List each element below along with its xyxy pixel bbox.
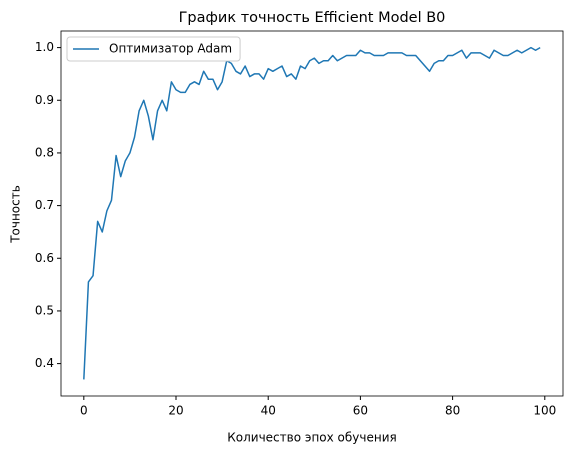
y-tick-label: 0.5 — [35, 303, 54, 317]
y-tick-label: 1.0 — [35, 40, 54, 54]
x-tick-label: 60 — [353, 404, 368, 418]
x-tick-label: 0 — [80, 404, 88, 418]
chart-title: График точность Efficient Model B0 — [179, 10, 446, 26]
legend-label: Оптимизатор Adam — [109, 42, 232, 56]
x-tick-label: 20 — [168, 404, 183, 418]
x-tick-label: 40 — [261, 404, 276, 418]
x-tick-label: 100 — [533, 404, 556, 418]
legend-box — [66, 36, 241, 62]
x-axis-label: Количество эпох обучения — [227, 431, 397, 445]
y-tick-label: 0.4 — [35, 356, 54, 370]
y-axis-label: Точность — [9, 185, 23, 244]
data-line — [83, 46, 541, 380]
y-tick-label: 0.6 — [35, 251, 54, 265]
y-tick-label: 0.9 — [35, 93, 54, 107]
plot-frame — [60, 30, 564, 397]
x-tick-label: 80 — [445, 404, 460, 418]
y-tick-label: 0.8 — [35, 145, 54, 159]
y-tick-label: 0.7 — [35, 198, 54, 212]
